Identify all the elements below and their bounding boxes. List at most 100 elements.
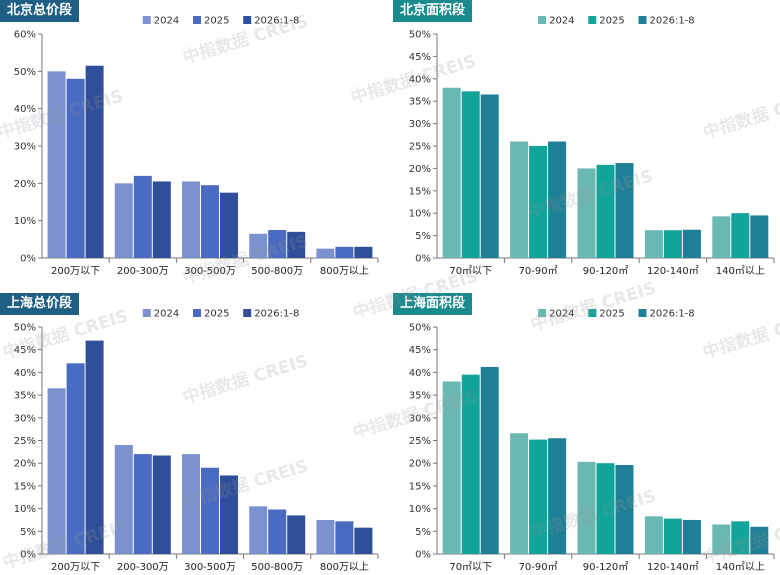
y-tick-label: 0% xyxy=(20,550,36,561)
bar xyxy=(682,229,701,258)
x-category-label: 800万以上 xyxy=(320,561,369,573)
y-tick-label: 35% xyxy=(409,391,431,402)
bar xyxy=(712,216,731,258)
chart-svg-beijing-area: 0% 5% 10% 15% 20% 25% 30% 35% 40% 45% 50% 70㎡以下 70-9… xyxy=(409,16,775,277)
legend-swatch xyxy=(243,309,252,317)
y-tick-label: 5% xyxy=(20,527,36,538)
legend-label: 2025 xyxy=(599,16,624,27)
chart-title-beijing-area: 北京面积段 xyxy=(393,0,473,22)
bar xyxy=(529,439,548,554)
bar xyxy=(663,518,682,554)
y-tick-label: 40% xyxy=(14,368,36,379)
bar xyxy=(316,248,335,258)
bar xyxy=(461,91,480,259)
y-tick-label: 5% xyxy=(415,231,431,242)
y-tick-label: 50% xyxy=(409,30,431,41)
bar xyxy=(750,215,769,258)
legend-item: 2025 xyxy=(588,309,625,320)
bar xyxy=(354,246,373,258)
y-tick-label: 30% xyxy=(409,119,431,130)
y-tick-label: 30% xyxy=(14,413,36,424)
chart-title-shanghai-area: 上海面积段 xyxy=(393,293,473,315)
bar xyxy=(615,163,634,258)
bar xyxy=(66,78,85,258)
bar xyxy=(480,94,499,258)
legend-item: 2024 xyxy=(538,16,575,27)
legend-label: 2025 xyxy=(204,16,229,27)
legend-item: 2025 xyxy=(193,16,229,27)
bar xyxy=(268,509,287,554)
y-tick-label: 15% xyxy=(409,186,431,197)
legend-item: 2026:1-8 xyxy=(243,309,299,320)
y-tick-label: 15% xyxy=(409,481,431,492)
x-category-label: 90-120㎡ xyxy=(583,265,628,277)
y-tick-label: 0% xyxy=(415,550,431,561)
bar xyxy=(201,467,219,554)
bar xyxy=(182,181,200,258)
bar xyxy=(596,463,615,554)
bar xyxy=(577,168,596,258)
chart-svg-shanghai-area: 0% 5% 10% 15% 20% 25% 30% 35% 40% 45% 50% 70㎡以下 70-9… xyxy=(409,309,775,573)
bar xyxy=(712,524,731,554)
chart-svg-shanghai-price: 0% 5% 10% 15% 20% 25% 30% 35% 40% 45% 50% 200万以下 200… xyxy=(14,309,379,573)
bar xyxy=(644,230,663,258)
chart-svg-beijing-price: 0% 10% 20% 30% 40% 50% 60% 200万以下 200-300万 300-50… xyxy=(14,16,379,277)
legend-item: 2026:1-8 xyxy=(243,16,299,27)
y-tick-label: 15% xyxy=(14,481,36,492)
bar xyxy=(249,506,268,554)
legend-label: 2025 xyxy=(204,309,229,320)
chart-title-beijing-price: 北京总价段 xyxy=(0,0,80,22)
bar xyxy=(268,230,287,258)
y-tick-label: 45% xyxy=(409,52,431,63)
y-tick-label: 50% xyxy=(14,67,36,78)
chart-panel-beijing-price: 0% 10% 20% 30% 40% 50% 60% 200万以下 200-300万 300-50… xyxy=(0,0,386,283)
bar xyxy=(114,445,133,554)
bar xyxy=(47,71,66,258)
bar xyxy=(152,181,171,258)
bar xyxy=(548,438,567,554)
y-tick-label: 30% xyxy=(409,413,431,424)
y-tick-label: 10% xyxy=(14,216,36,227)
legend-swatch xyxy=(588,16,597,24)
bar xyxy=(85,65,104,258)
legend-label: 2025 xyxy=(599,309,624,320)
y-tick-label: 40% xyxy=(14,104,36,115)
legend: 2024 2025 2026:1-8 xyxy=(538,309,695,320)
bar xyxy=(480,366,499,554)
x-category-label: 300-500万 xyxy=(184,562,236,573)
bar xyxy=(577,461,596,554)
bar xyxy=(510,141,529,258)
legend-swatch xyxy=(538,309,547,317)
legend-item: 2025 xyxy=(193,309,229,320)
y-tick-label: 45% xyxy=(14,345,36,356)
y-tick-label: 50% xyxy=(14,323,36,334)
y-tick-label: 35% xyxy=(409,97,431,108)
x-category-label: 300-500万 xyxy=(184,266,236,277)
legend: 2024 2025 2026:1-8 xyxy=(538,16,695,27)
legend-item: 2024 xyxy=(538,309,575,320)
bar xyxy=(354,527,373,554)
legend-item: 2026:1-8 xyxy=(638,309,695,320)
bar xyxy=(249,233,268,258)
legend-label: 2024 xyxy=(549,16,574,27)
bar xyxy=(182,454,200,554)
x-category-label: 70㎡以下 xyxy=(449,265,492,277)
y-tick-label: 0% xyxy=(20,254,36,265)
bar xyxy=(85,340,104,554)
y-tick-label: 40% xyxy=(409,74,431,85)
y-tick-label: 60% xyxy=(14,30,36,41)
bar xyxy=(152,455,171,554)
y-tick-label: 40% xyxy=(409,368,431,379)
bar xyxy=(114,183,133,258)
x-category-label: 140㎡以上 xyxy=(716,561,765,573)
legend-item: 2026:1-8 xyxy=(638,16,695,27)
legend-item: 2024 xyxy=(142,16,179,27)
y-tick-label: 25% xyxy=(409,436,431,447)
legend-swatch xyxy=(142,16,151,24)
bar xyxy=(316,519,335,554)
bar xyxy=(442,87,461,258)
legend-label: 2026:1-8 xyxy=(254,16,299,27)
bar xyxy=(529,146,548,258)
legend-swatch xyxy=(193,16,201,24)
x-category-label: 90-120㎡ xyxy=(583,561,628,573)
